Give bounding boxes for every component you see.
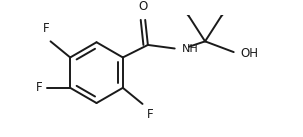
Text: NH: NH [182,44,198,54]
Text: F: F [147,108,154,121]
Text: OH: OH [240,47,258,60]
Text: F: F [36,81,42,94]
Text: O: O [139,0,148,13]
Text: F: F [43,22,49,35]
